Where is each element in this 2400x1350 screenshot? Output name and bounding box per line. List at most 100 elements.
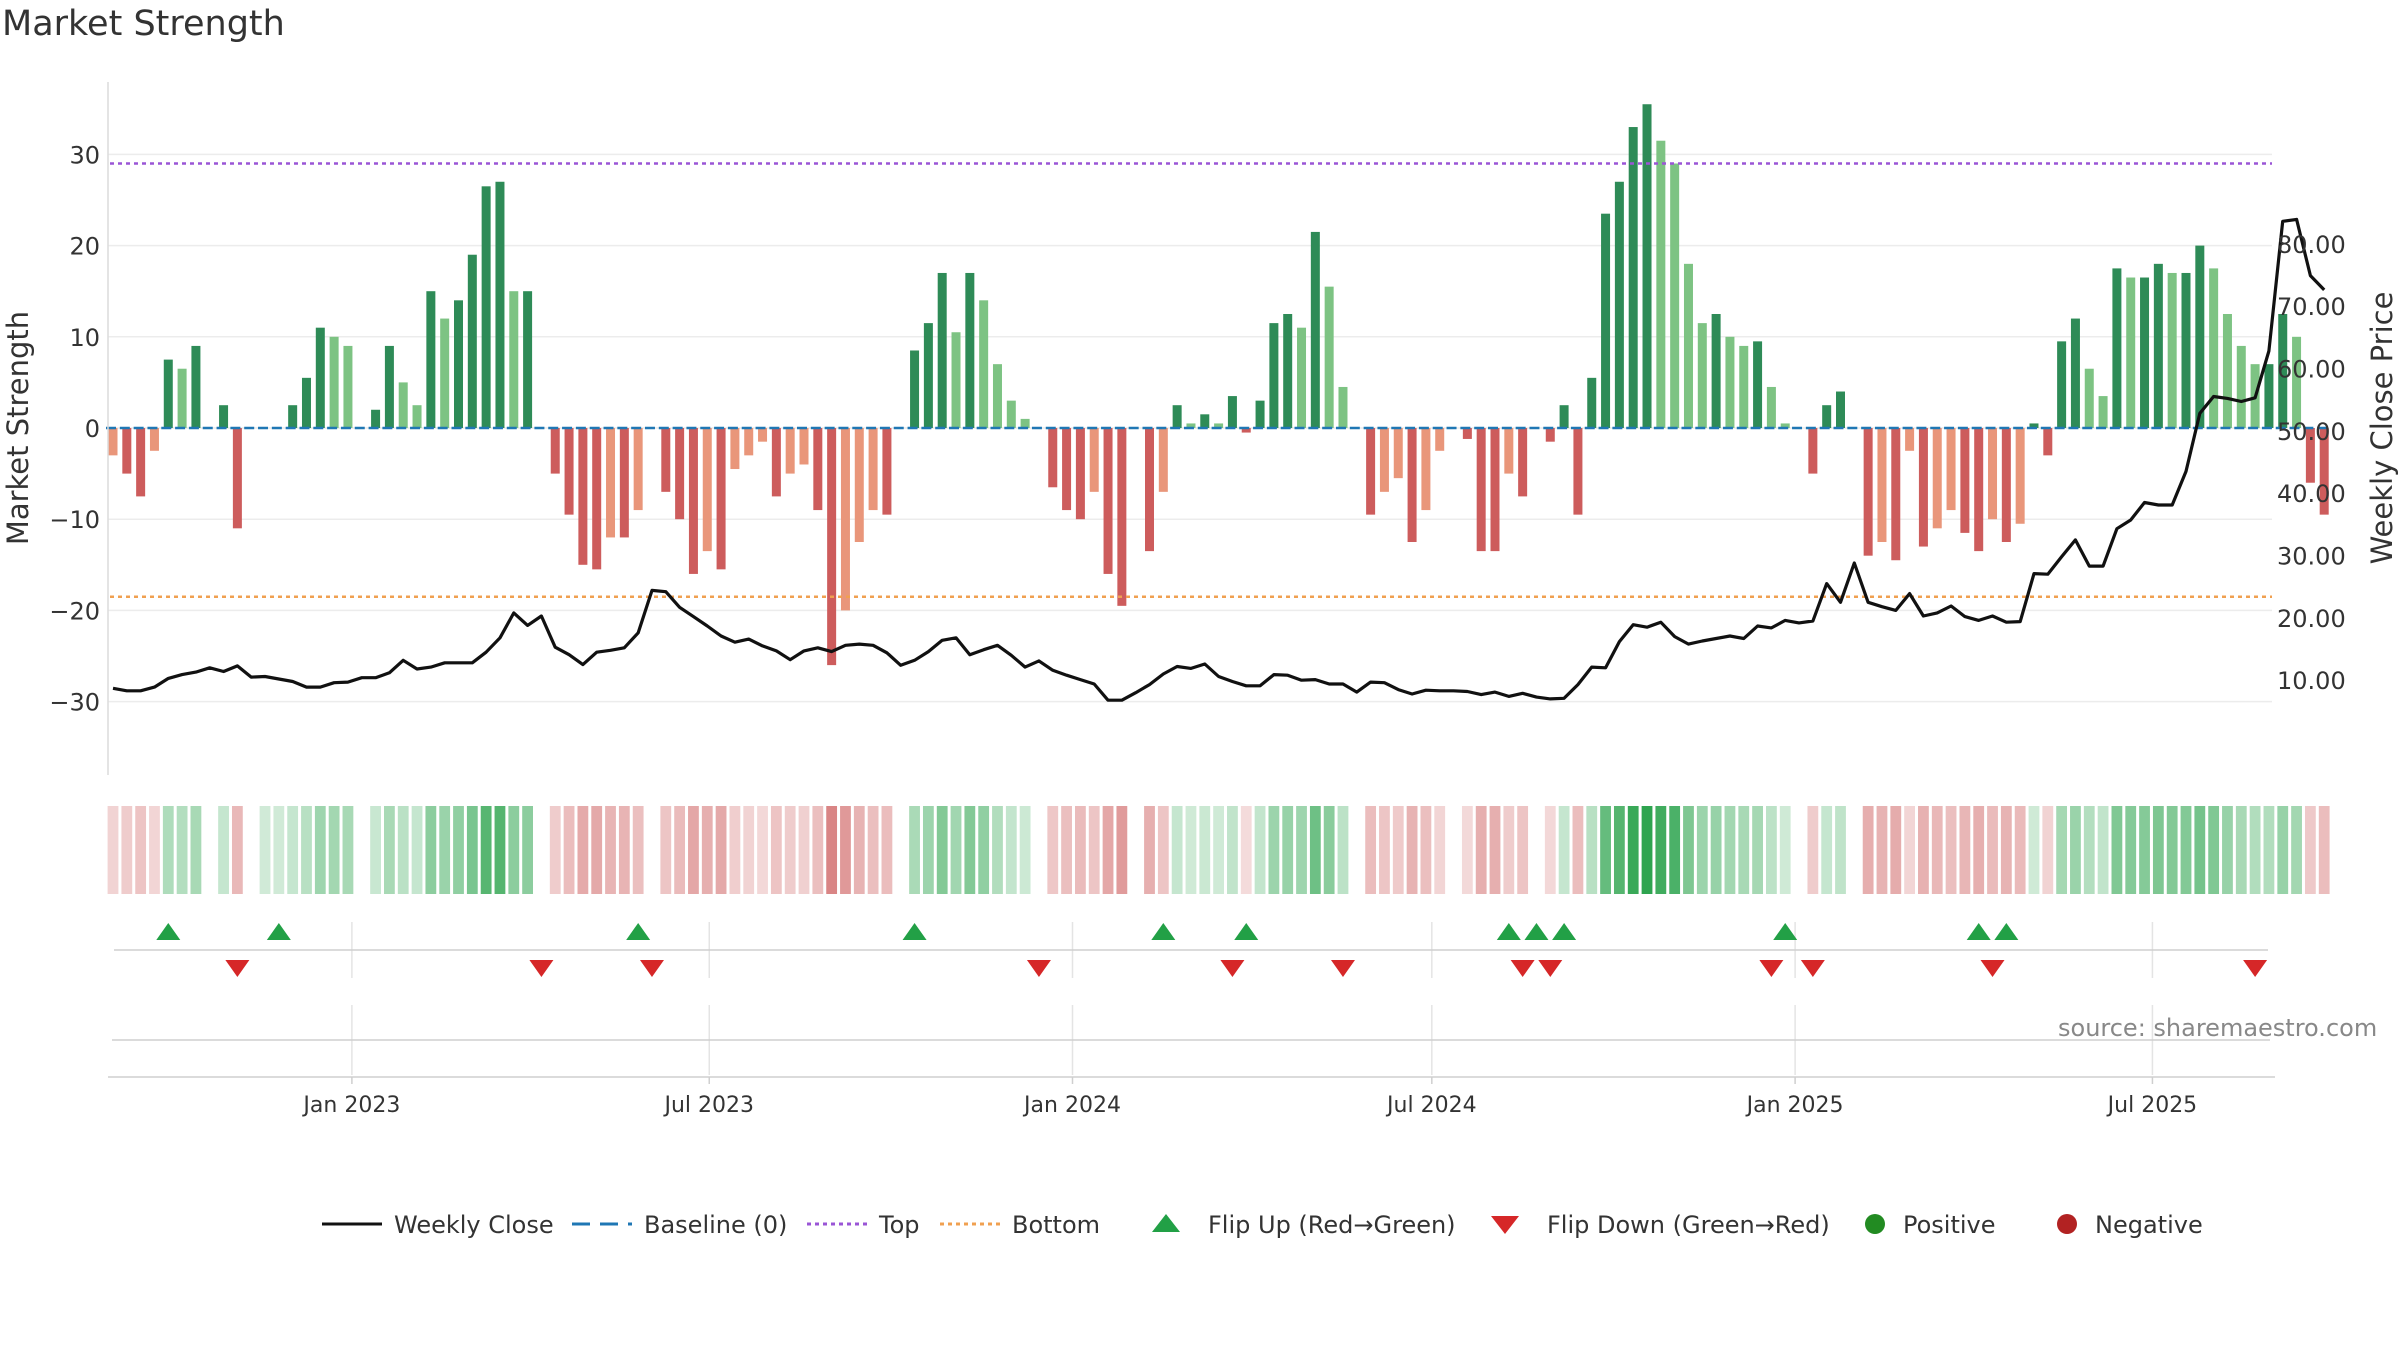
heat-cell — [1406, 806, 1418, 894]
strength-bar — [744, 428, 754, 456]
strength-bar — [108, 428, 118, 456]
legend-item: Weekly Close — [322, 1211, 554, 1239]
strength-bar — [384, 345, 394, 428]
strength-bar — [1020, 418, 1030, 428]
heat-cell — [1710, 806, 1722, 894]
heat-cell — [1904, 806, 1915, 894]
flip-up-marker — [1151, 923, 1176, 940]
chart-title: Market Strength — [2, 4, 285, 44]
heat-cell — [231, 806, 243, 894]
heat-cell — [1696, 806, 1708, 894]
heat-cell — [1171, 806, 1183, 894]
x-tick-label: Jan 2025 — [1745, 1093, 1844, 1118]
heat-cell — [1075, 806, 1086, 894]
flip-up-marker — [1524, 923, 1549, 940]
heat-cell — [1821, 806, 1833, 894]
strength-bar — [771, 428, 781, 497]
strength-bar — [716, 428, 726, 570]
heat-cell — [563, 806, 575, 894]
heat-cell — [1945, 806, 1957, 894]
strength-bar — [1766, 386, 1776, 428]
heat-cell — [384, 806, 395, 894]
heat-cell — [328, 806, 340, 894]
heat-cell — [453, 806, 464, 894]
close-line-layer — [112, 217, 2326, 702]
heat-cell — [1392, 806, 1404, 894]
strength-bar — [1518, 428, 1528, 497]
flip-down-marker — [2243, 960, 2268, 977]
strength-bar — [2112, 268, 2122, 428]
heat-cell — [1185, 806, 1197, 894]
heat-cell — [2263, 806, 2275, 894]
strength-bar — [1960, 428, 1970, 533]
heat-strip-layer — [107, 806, 2330, 894]
strength-bar — [1269, 323, 1279, 428]
strength-bar — [454, 300, 463, 428]
y-left-tick-label: 20 — [69, 233, 100, 261]
strength-bar — [1366, 428, 1376, 515]
strength-bar — [965, 272, 975, 428]
heat-cell — [605, 806, 616, 894]
strength-bar — [1462, 428, 1472, 439]
heat-cell — [1641, 806, 1653, 894]
flip-down-marker — [1220, 960, 1245, 977]
heat-cell — [162, 806, 174, 894]
y-right-tick-label: 40.00 — [2277, 480, 2346, 508]
heat-cell — [2180, 806, 2192, 894]
strength-bar — [606, 428, 616, 538]
strength-bar — [2015, 428, 2025, 524]
heat-cell — [591, 806, 603, 894]
strength-bar — [1103, 428, 1113, 574]
flip-down-marker — [639, 960, 664, 977]
heat-cell — [1157, 806, 1169, 894]
heat-cell — [1282, 806, 1294, 894]
strength-bar — [937, 272, 947, 428]
heat-cell — [770, 806, 782, 894]
strength-bar — [2070, 318, 2080, 428]
strength-bar — [412, 405, 422, 428]
heat-cell — [1489, 806, 1501, 894]
heat-cell — [2056, 806, 2068, 894]
heat-cell — [522, 806, 533, 894]
strength-bar — [1310, 231, 1320, 428]
strength-bar — [2278, 314, 2288, 428]
heat-cell — [688, 806, 699, 894]
strength-bar — [2209, 268, 2219, 428]
strength-bar — [1711, 314, 1721, 428]
legend-label: Baseline (0) — [644, 1211, 787, 1239]
heat-cell — [1420, 806, 1432, 894]
heat-cell — [1544, 806, 1556, 894]
strength-bar — [688, 428, 698, 574]
flip-down-marker — [1330, 960, 1355, 977]
heat-cell — [1600, 806, 1611, 894]
strength-bar — [1656, 140, 1666, 428]
strength-bar — [1075, 428, 1085, 520]
strength-bar — [2153, 263, 2163, 428]
heat-cell — [2222, 806, 2233, 894]
legend-label: Top — [878, 1211, 920, 1239]
heat-cell — [674, 806, 686, 894]
strength-bar — [1407, 428, 1417, 542]
y-right-tick-label: 50.00 — [2277, 418, 2346, 446]
heat-cell — [149, 806, 160, 894]
strength-bar — [1214, 423, 1224, 428]
flip-up-marker — [266, 923, 291, 940]
legend-label: Bottom — [1012, 1211, 1100, 1239]
strength-bar — [2181, 272, 2191, 428]
heat-cell — [1268, 806, 1280, 894]
heat-cell — [342, 806, 354, 894]
heat-cell — [273, 806, 285, 894]
strength-bar — [191, 345, 201, 428]
heat-cell — [1309, 806, 1321, 894]
heat-cell — [1724, 806, 1736, 894]
strength-bar — [1559, 405, 1569, 428]
heat-cell — [701, 806, 713, 894]
flip-down-marker — [1759, 960, 1784, 977]
heat-cell — [1337, 806, 1349, 894]
strength-bar — [1739, 345, 1749, 428]
strength-bar — [1048, 428, 1058, 488]
strength-bar — [1006, 400, 1016, 428]
heat-cell — [1365, 806, 1377, 894]
strength-bar — [1877, 428, 1887, 542]
heat-cell — [743, 806, 755, 894]
